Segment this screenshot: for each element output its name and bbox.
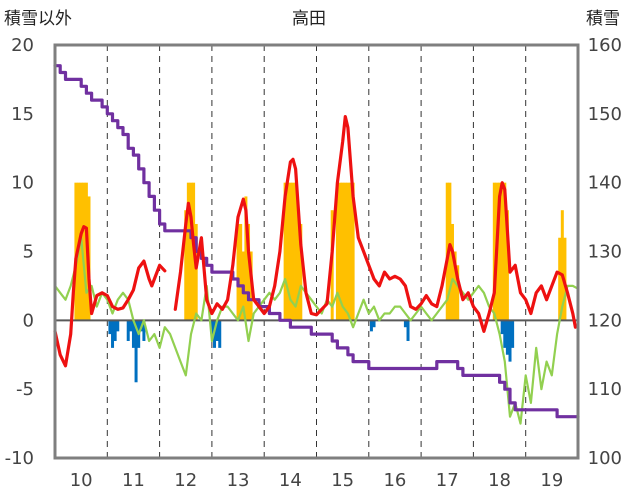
orange-bar-35: [453, 251, 457, 321]
orange-bar-20: [291, 182, 295, 321]
blue-bar-4: [126, 320, 130, 341]
blue-bar-5: [129, 320, 133, 332]
orange-bar-30: [348, 182, 352, 321]
orange-bar-43: [558, 237, 562, 321]
x-tick-label-5: 15: [331, 470, 354, 491]
orange-bar-25: [335, 182, 339, 321]
x-tick-label-2: 12: [174, 470, 197, 491]
blue-bar-14: [218, 320, 222, 348]
series-line-2: [53, 64, 580, 419]
x-tick-label-6: 16: [383, 470, 406, 491]
right-tick-label-2: 140: [588, 173, 622, 194]
left-tick-label-0: 20: [11, 35, 34, 56]
right-tick-label-1: 150: [588, 104, 622, 125]
orange-bar-17: [283, 182, 287, 321]
orange-bar-2: [79, 182, 83, 321]
series-line-0: [53, 115, 577, 368]
orange-bar-44: [560, 210, 564, 321]
orange-bar-14: [244, 196, 248, 321]
left-tick-label-3: 5: [23, 242, 34, 263]
blue-bar-3: [116, 320, 120, 332]
gridlines: [106, 45, 527, 458]
blue-bar-7: [134, 320, 138, 383]
orange-bar-31: [351, 182, 355, 321]
orange-bar-42: [505, 210, 509, 321]
x-tick-label-8: 18: [488, 470, 511, 491]
orange-bar-26: [338, 182, 342, 321]
orange-bar-23: [299, 223, 303, 321]
blue-bar-22: [508, 320, 512, 362]
blue-bar-16: [372, 320, 376, 328]
blue-bar-1: [111, 320, 115, 348]
x-tick-label-1: 11: [122, 470, 145, 491]
orange-bar-6: [184, 210, 188, 321]
blue-bar-20: [503, 320, 507, 348]
left-tick-label-2: 10: [11, 173, 34, 194]
orange-bar-41: [503, 182, 507, 321]
x-tick-label-3: 13: [227, 470, 250, 491]
orange-bar-29: [346, 182, 350, 321]
left-tick-label-5: -5: [16, 379, 34, 400]
orange-bar-18: [286, 182, 290, 321]
blue-bar-15: [369, 320, 373, 332]
left-tick-label-4: 0: [23, 310, 34, 331]
bars-layer: [74, 182, 567, 383]
orange-bar-11: [236, 223, 240, 321]
orange-bar-22: [296, 210, 300, 321]
orange-bar-28: [343, 182, 347, 321]
right-tick-label-3: 130: [588, 242, 622, 263]
left-tick-label-6: -10: [5, 448, 34, 469]
blue-bar-6: [131, 320, 135, 348]
orange-bar-27: [341, 182, 345, 321]
blue-bar-13: [215, 320, 219, 341]
orange-bar-21: [294, 182, 298, 321]
orange-bar-19: [288, 182, 292, 321]
blue-bar-23: [511, 320, 515, 348]
orange-bar-12: [239, 223, 243, 321]
blue-bar-11: [210, 320, 214, 335]
x-tick-label-9: 19: [540, 470, 563, 491]
x-tick-label-0: 10: [70, 470, 93, 491]
right-axis-title: 積雪: [586, 9, 620, 29]
orange-bar-39: [498, 182, 502, 321]
orange-bar-37: [492, 182, 496, 321]
blue-bar-2: [113, 320, 117, 341]
left-tick-label-1: 15: [11, 104, 34, 125]
orange-bar-40: [500, 182, 504, 321]
right-tick-label-5: 110: [588, 379, 622, 400]
orange-bar-3: [82, 182, 86, 321]
blue-bar-10: [142, 320, 146, 341]
left-axis-title: 積雪以外: [4, 9, 72, 29]
right-tick-label-0: 160: [588, 35, 622, 56]
orange-bar-8: [189, 182, 193, 321]
orange-bar-36: [456, 265, 460, 321]
orange-bar-10: [194, 223, 198, 321]
x-tick-label-4: 14: [279, 470, 302, 491]
right-tick-label-4: 120: [588, 310, 622, 331]
blue-bar-17: [403, 320, 407, 328]
blue-bar-0: [108, 320, 112, 335]
plot-frame: [53, 43, 580, 460]
tick-labels: 20 15 10 5 0 -5 -10 160 150 140 130 120 110 100 10 11 12…: [5, 35, 622, 491]
x-tick-label-7: 17: [436, 470, 459, 491]
blue-bar-19: [500, 320, 504, 335]
orange-bar-7: [186, 182, 190, 321]
right-tick-label-6: 100: [588, 448, 622, 469]
blue-bar-18: [406, 320, 410, 341]
orange-bar-15: [247, 223, 251, 321]
lines-layer: [53, 64, 580, 425]
chart-title: 高田: [292, 9, 326, 29]
blue-bar-21: [505, 320, 509, 355]
orange-bar-34: [450, 223, 454, 321]
